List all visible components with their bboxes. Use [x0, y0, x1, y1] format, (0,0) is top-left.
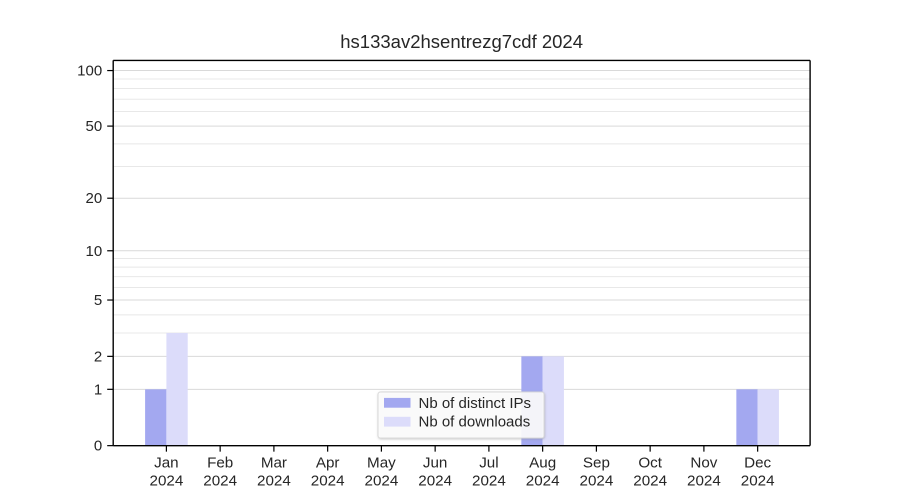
svg-text:50: 50 [86, 118, 103, 135]
svg-text:2024: 2024 [633, 473, 667, 490]
svg-text:2024: 2024 [418, 473, 452, 490]
svg-text:10: 10 [86, 243, 103, 260]
svg-text:2024: 2024 [526, 473, 560, 490]
svg-text:Mar: Mar [261, 455, 287, 472]
svg-text:Apr: Apr [316, 455, 340, 472]
svg-text:May: May [367, 455, 396, 472]
svg-text:Dec: Dec [744, 455, 771, 472]
svg-text:1: 1 [94, 381, 102, 398]
svg-text:2024: 2024 [311, 473, 345, 490]
svg-text:2024: 2024 [150, 473, 184, 490]
svg-text:Aug: Aug [529, 455, 556, 472]
svg-text:0: 0 [94, 438, 102, 455]
svg-text:Nb of downloads: Nb of downloads [419, 414, 531, 431]
svg-text:Oct: Oct [638, 455, 662, 472]
svg-text:2024: 2024 [580, 473, 614, 490]
svg-text:2024: 2024 [203, 473, 237, 490]
svg-text:Jan: Jan [154, 455, 179, 472]
svg-text:Jun: Jun [423, 455, 448, 472]
svg-text:2024: 2024 [365, 473, 399, 490]
svg-text:2024: 2024 [687, 473, 721, 490]
svg-text:5: 5 [94, 292, 102, 309]
svg-text:2024: 2024 [257, 473, 291, 490]
svg-text:Nb of distinct IPs: Nb of distinct IPs [419, 395, 532, 412]
svg-text:Jul: Jul [479, 455, 498, 472]
svg-text:2: 2 [94, 348, 102, 365]
svg-text:Sep: Sep [583, 455, 610, 472]
svg-text:2024: 2024 [472, 473, 506, 490]
svg-text:hs133av2hsentrezg7cdf 2024: hs133av2hsentrezg7cdf 2024 [340, 31, 583, 52]
svg-text:2024: 2024 [741, 473, 775, 490]
svg-text:Nov: Nov [690, 455, 717, 472]
svg-text:100: 100 [77, 63, 102, 80]
svg-text:Feb: Feb [207, 455, 233, 472]
svg-text:20: 20 [86, 190, 103, 207]
